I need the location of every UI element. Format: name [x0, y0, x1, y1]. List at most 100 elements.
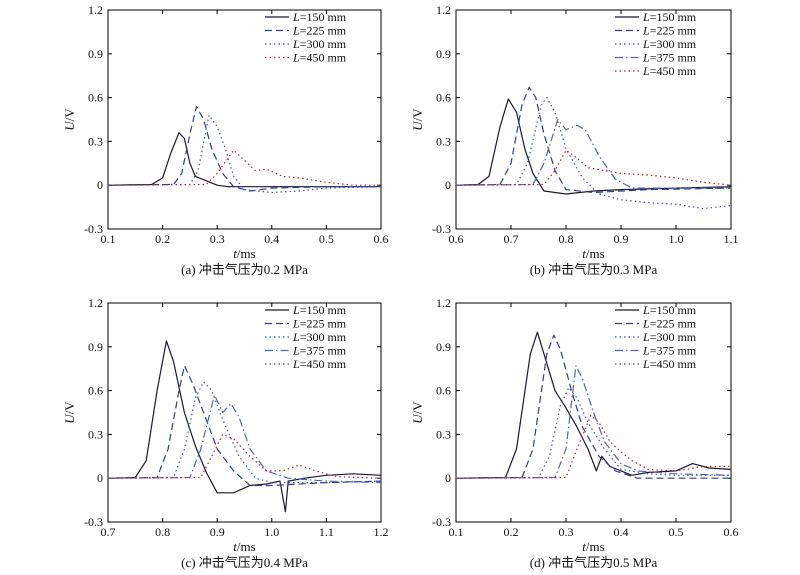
plot-frame: [455, 9, 732, 230]
x-tick-label: 0.9: [210, 525, 225, 539]
y-tick-label: 0: [445, 471, 451, 485]
y-tick-label: 0.3: [436, 427, 451, 441]
series-line-2: [456, 86, 731, 194]
series-line-4: [108, 149, 381, 186]
y-axis-unit: /V: [62, 108, 77, 122]
chart-panel-4: 0.1 0.2 0.3 0.4 0.5 0.6 -0.3 0 0.3 0.6 0.9 1.2 t/ms U…: [410, 296, 739, 570]
legend-text: =450 mm: [650, 64, 697, 78]
x-tick-label: 0.5: [319, 232, 334, 246]
legend-var: L: [292, 303, 300, 317]
x-axis-var: t: [233, 246, 237, 261]
legend-text: =225 mm: [650, 317, 697, 331]
x-tick-label: 0.3: [210, 232, 225, 246]
y-tick-label: 1.2: [436, 296, 451, 310]
legend-var: L: [642, 317, 650, 331]
series-line-5: [456, 149, 731, 186]
y-tick-label: 0.9: [436, 340, 451, 354]
legend-label: L=225 mm: [642, 317, 697, 331]
legend-var: L: [642, 303, 650, 317]
x-axis-label: t/ms: [233, 539, 255, 554]
legend-text: =150 mm: [650, 10, 697, 24]
y-tick-label: 0.9: [88, 47, 103, 61]
y-tick-label: 1.2: [436, 3, 451, 17]
series-line-5: [456, 414, 731, 479]
series-group: [108, 105, 381, 194]
y-tick-label: 0.9: [88, 340, 103, 354]
legend-label: L=450 mm: [642, 357, 697, 371]
y-axis-var: U: [410, 413, 425, 424]
legend-label: L=300 mm: [642, 330, 697, 344]
x-tick-label: 1.0: [264, 525, 279, 539]
legend-var: L: [642, 330, 650, 344]
series-line-2: [108, 365, 381, 487]
legend-text: =225 mm: [650, 24, 697, 38]
y-tick-label: 0: [97, 471, 103, 485]
legend-var: L: [642, 37, 650, 51]
legend-var: L: [642, 24, 650, 38]
y-tick-label: -0.3: [84, 222, 103, 236]
chart-panel-2: 0.6 0.7 0.8 0.9 1.0 1.1 -0.3 0 0.3 0.6 0.9 1.2 t/ms U…: [410, 3, 739, 277]
x-tick-label: 1.1: [724, 232, 739, 246]
series-line-4: [456, 118, 731, 189]
y-tick-label: 0.9: [436, 47, 451, 61]
legend-var: L: [292, 357, 300, 371]
x-axis-label: t/ms: [582, 246, 604, 261]
legend-var: L: [292, 10, 300, 24]
legend-text: =300 mm: [650, 330, 697, 344]
panel-caption: (d) 冲击气压为0.5 MPa: [530, 555, 658, 570]
series-line-2: [456, 334, 731, 479]
y-axis-var: U: [62, 120, 77, 131]
y-tick-label: 0.6: [436, 384, 451, 398]
legend-label: L=375 mm: [642, 51, 697, 65]
x-tick-label: 0.4: [264, 232, 279, 246]
x-tick-label: 0.3: [559, 525, 574, 539]
series-line-5: [108, 433, 381, 479]
series-line-1: [456, 331, 731, 479]
series-line-3: [456, 97, 731, 210]
legend-var: L: [642, 357, 650, 371]
legend-label: L=225 mm: [642, 24, 697, 38]
y-tick-label: 0.6: [436, 91, 451, 105]
legend-text: =450 mm: [650, 357, 697, 371]
series-group: [456, 86, 731, 210]
y-tick-label: 0.6: [88, 91, 103, 105]
legend-text: =150 mm: [300, 303, 347, 317]
legend-text: =300 mm: [300, 330, 347, 344]
legend-label: L=450 mm: [292, 357, 347, 371]
x-tick-label: 0.2: [155, 232, 170, 246]
y-tick-label: 0: [445, 178, 451, 192]
x-tick-label: 1.1: [319, 525, 334, 539]
x-axis-label: t/ms: [233, 246, 255, 261]
x-tick-label: 0.6: [449, 232, 464, 246]
legend-text: =225 mm: [300, 24, 347, 38]
x-axis-unit: /ms: [237, 539, 256, 554]
y-tick-label: 0.6: [88, 384, 103, 398]
legend-var: L: [292, 317, 300, 331]
legend-text: =150 mm: [300, 10, 347, 24]
plot-frame: [455, 302, 732, 523]
y-axis-unit: /V: [410, 108, 425, 122]
x-tick-label: 0.4: [614, 525, 629, 539]
x-axis-unit: /ms: [237, 246, 256, 261]
x-axis-unit: /ms: [586, 246, 605, 261]
series-line-4: [456, 365, 731, 479]
plot-frame: [107, 302, 382, 523]
series-line-4: [108, 394, 381, 484]
x-tick-label: 0.7: [101, 525, 116, 539]
legend-label: L=225 mm: [292, 24, 347, 38]
legend-var: L: [642, 344, 650, 358]
x-axis-var: t: [233, 539, 237, 554]
series-line-1: [108, 132, 381, 188]
x-axis-label: t/ms: [582, 539, 604, 554]
legend-text: =150 mm: [650, 303, 697, 317]
x-tick-label: 0.5: [669, 525, 684, 539]
legend-label: L=300 mm: [642, 37, 697, 51]
legend-var: L: [642, 64, 650, 78]
series-line-3: [108, 381, 381, 484]
panel-caption: (c) 冲击气压为0.4 MPa: [181, 555, 308, 570]
y-axis-label: U/V: [62, 401, 77, 424]
x-tick-label: 1.2: [374, 525, 389, 539]
x-tick-label: 0.1: [449, 525, 464, 539]
x-tick-label: 0.6: [374, 232, 389, 246]
legend-label: L=375 mm: [642, 344, 697, 358]
